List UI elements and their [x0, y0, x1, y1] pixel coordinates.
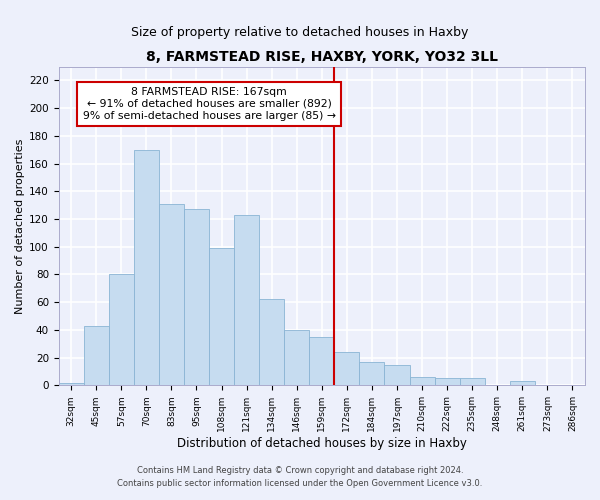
Bar [184, 210, 209, 386]
Bar [385, 364, 410, 386]
Bar [334, 352, 359, 386]
Bar [209, 248, 234, 386]
Bar [134, 150, 159, 386]
Bar [84, 326, 109, 386]
Bar [234, 215, 259, 386]
Bar [410, 377, 434, 386]
Y-axis label: Number of detached properties: Number of detached properties [15, 138, 25, 314]
Text: Contains HM Land Registry data © Crown copyright and database right 2024.
Contai: Contains HM Land Registry data © Crown c… [118, 466, 482, 487]
Bar [59, 382, 84, 386]
Bar [510, 381, 535, 386]
X-axis label: Distribution of detached houses by size in Haxby: Distribution of detached houses by size … [177, 437, 467, 450]
Bar [284, 330, 309, 386]
Title: 8, FARMSTEAD RISE, HAXBY, YORK, YO32 3LL: 8, FARMSTEAD RISE, HAXBY, YORK, YO32 3LL [146, 50, 498, 64]
Bar [159, 204, 184, 386]
Bar [434, 378, 460, 386]
Bar [460, 378, 485, 386]
Text: 8 FARMSTEAD RISE: 167sqm
← 91% of detached houses are smaller (892)
9% of semi-d: 8 FARMSTEAD RISE: 167sqm ← 91% of detach… [83, 88, 335, 120]
Text: Size of property relative to detached houses in Haxby: Size of property relative to detached ho… [131, 26, 469, 39]
Bar [359, 362, 385, 386]
Bar [309, 337, 334, 386]
Bar [259, 300, 284, 386]
Bar [109, 274, 134, 386]
